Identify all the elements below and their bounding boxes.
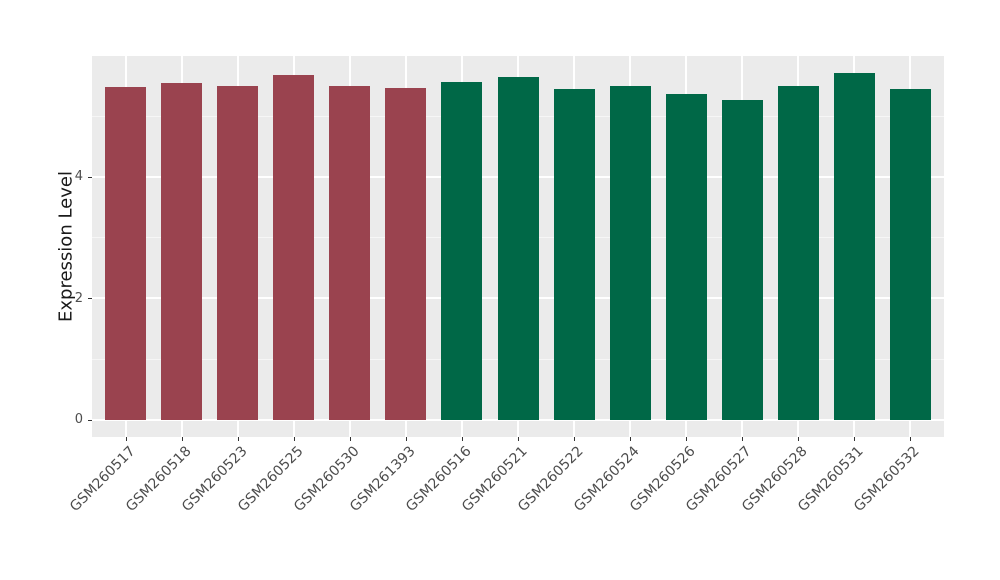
- y-tick-mark: [88, 420, 92, 421]
- x-tick-mark: [182, 437, 183, 441]
- bar: [329, 85, 371, 420]
- x-tick-mark: [126, 437, 127, 441]
- bar: [665, 93, 707, 420]
- x-tick-mark: [574, 437, 575, 441]
- bar: [385, 88, 427, 420]
- bar: [217, 86, 259, 420]
- x-tick-mark: [350, 437, 351, 441]
- bar: [441, 81, 483, 420]
- bar: [105, 87, 147, 420]
- y-tick-label: 0: [74, 412, 83, 428]
- x-tick-mark: [798, 437, 799, 441]
- x-tick-mark: [462, 437, 463, 441]
- bar: [833, 73, 875, 420]
- bar: [609, 86, 651, 420]
- x-tick-mark: [686, 437, 687, 441]
- bar: [889, 88, 931, 420]
- x-tick-mark: [238, 437, 239, 441]
- x-tick-mark: [854, 437, 855, 441]
- y-tick-label: 4: [74, 169, 83, 184]
- x-tick-mark: [518, 437, 519, 441]
- plot-panel: [92, 56, 944, 437]
- x-tick-mark: [910, 437, 911, 441]
- bar: [497, 77, 539, 420]
- bar: [553, 89, 595, 420]
- y-tick-label: 2: [74, 290, 83, 306]
- y-tick-mark: [88, 177, 92, 178]
- y-tick-mark: [88, 298, 92, 299]
- bar: [777, 86, 819, 420]
- x-tick-mark: [406, 437, 407, 441]
- bar: [273, 75, 315, 420]
- y-axis-title: Expression Level: [55, 170, 77, 322]
- bar: [161, 82, 203, 420]
- x-tick-mark: [630, 437, 631, 441]
- bar: [721, 99, 763, 420]
- x-tick-mark: [294, 437, 295, 441]
- x-tick-mark: [742, 437, 743, 441]
